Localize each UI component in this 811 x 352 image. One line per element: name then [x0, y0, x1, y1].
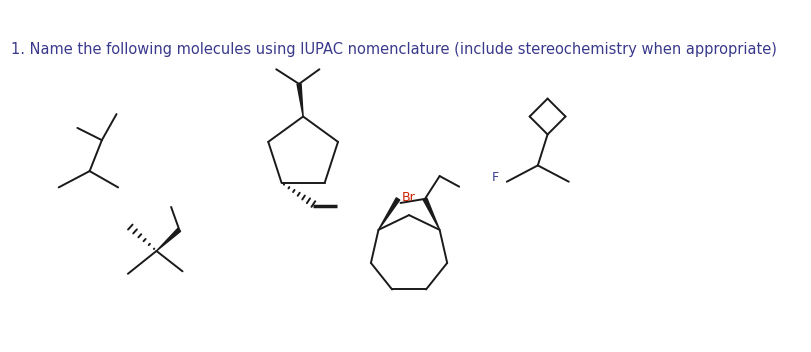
Polygon shape — [423, 198, 440, 230]
Text: Br: Br — [401, 191, 415, 204]
Polygon shape — [379, 198, 400, 230]
Text: 1. Name the following molecules using IUPAC nomenclature (include stereochemistr: 1. Name the following molecules using IU… — [11, 42, 777, 57]
Polygon shape — [297, 84, 303, 117]
Text: F: F — [491, 171, 499, 184]
Polygon shape — [157, 228, 181, 251]
